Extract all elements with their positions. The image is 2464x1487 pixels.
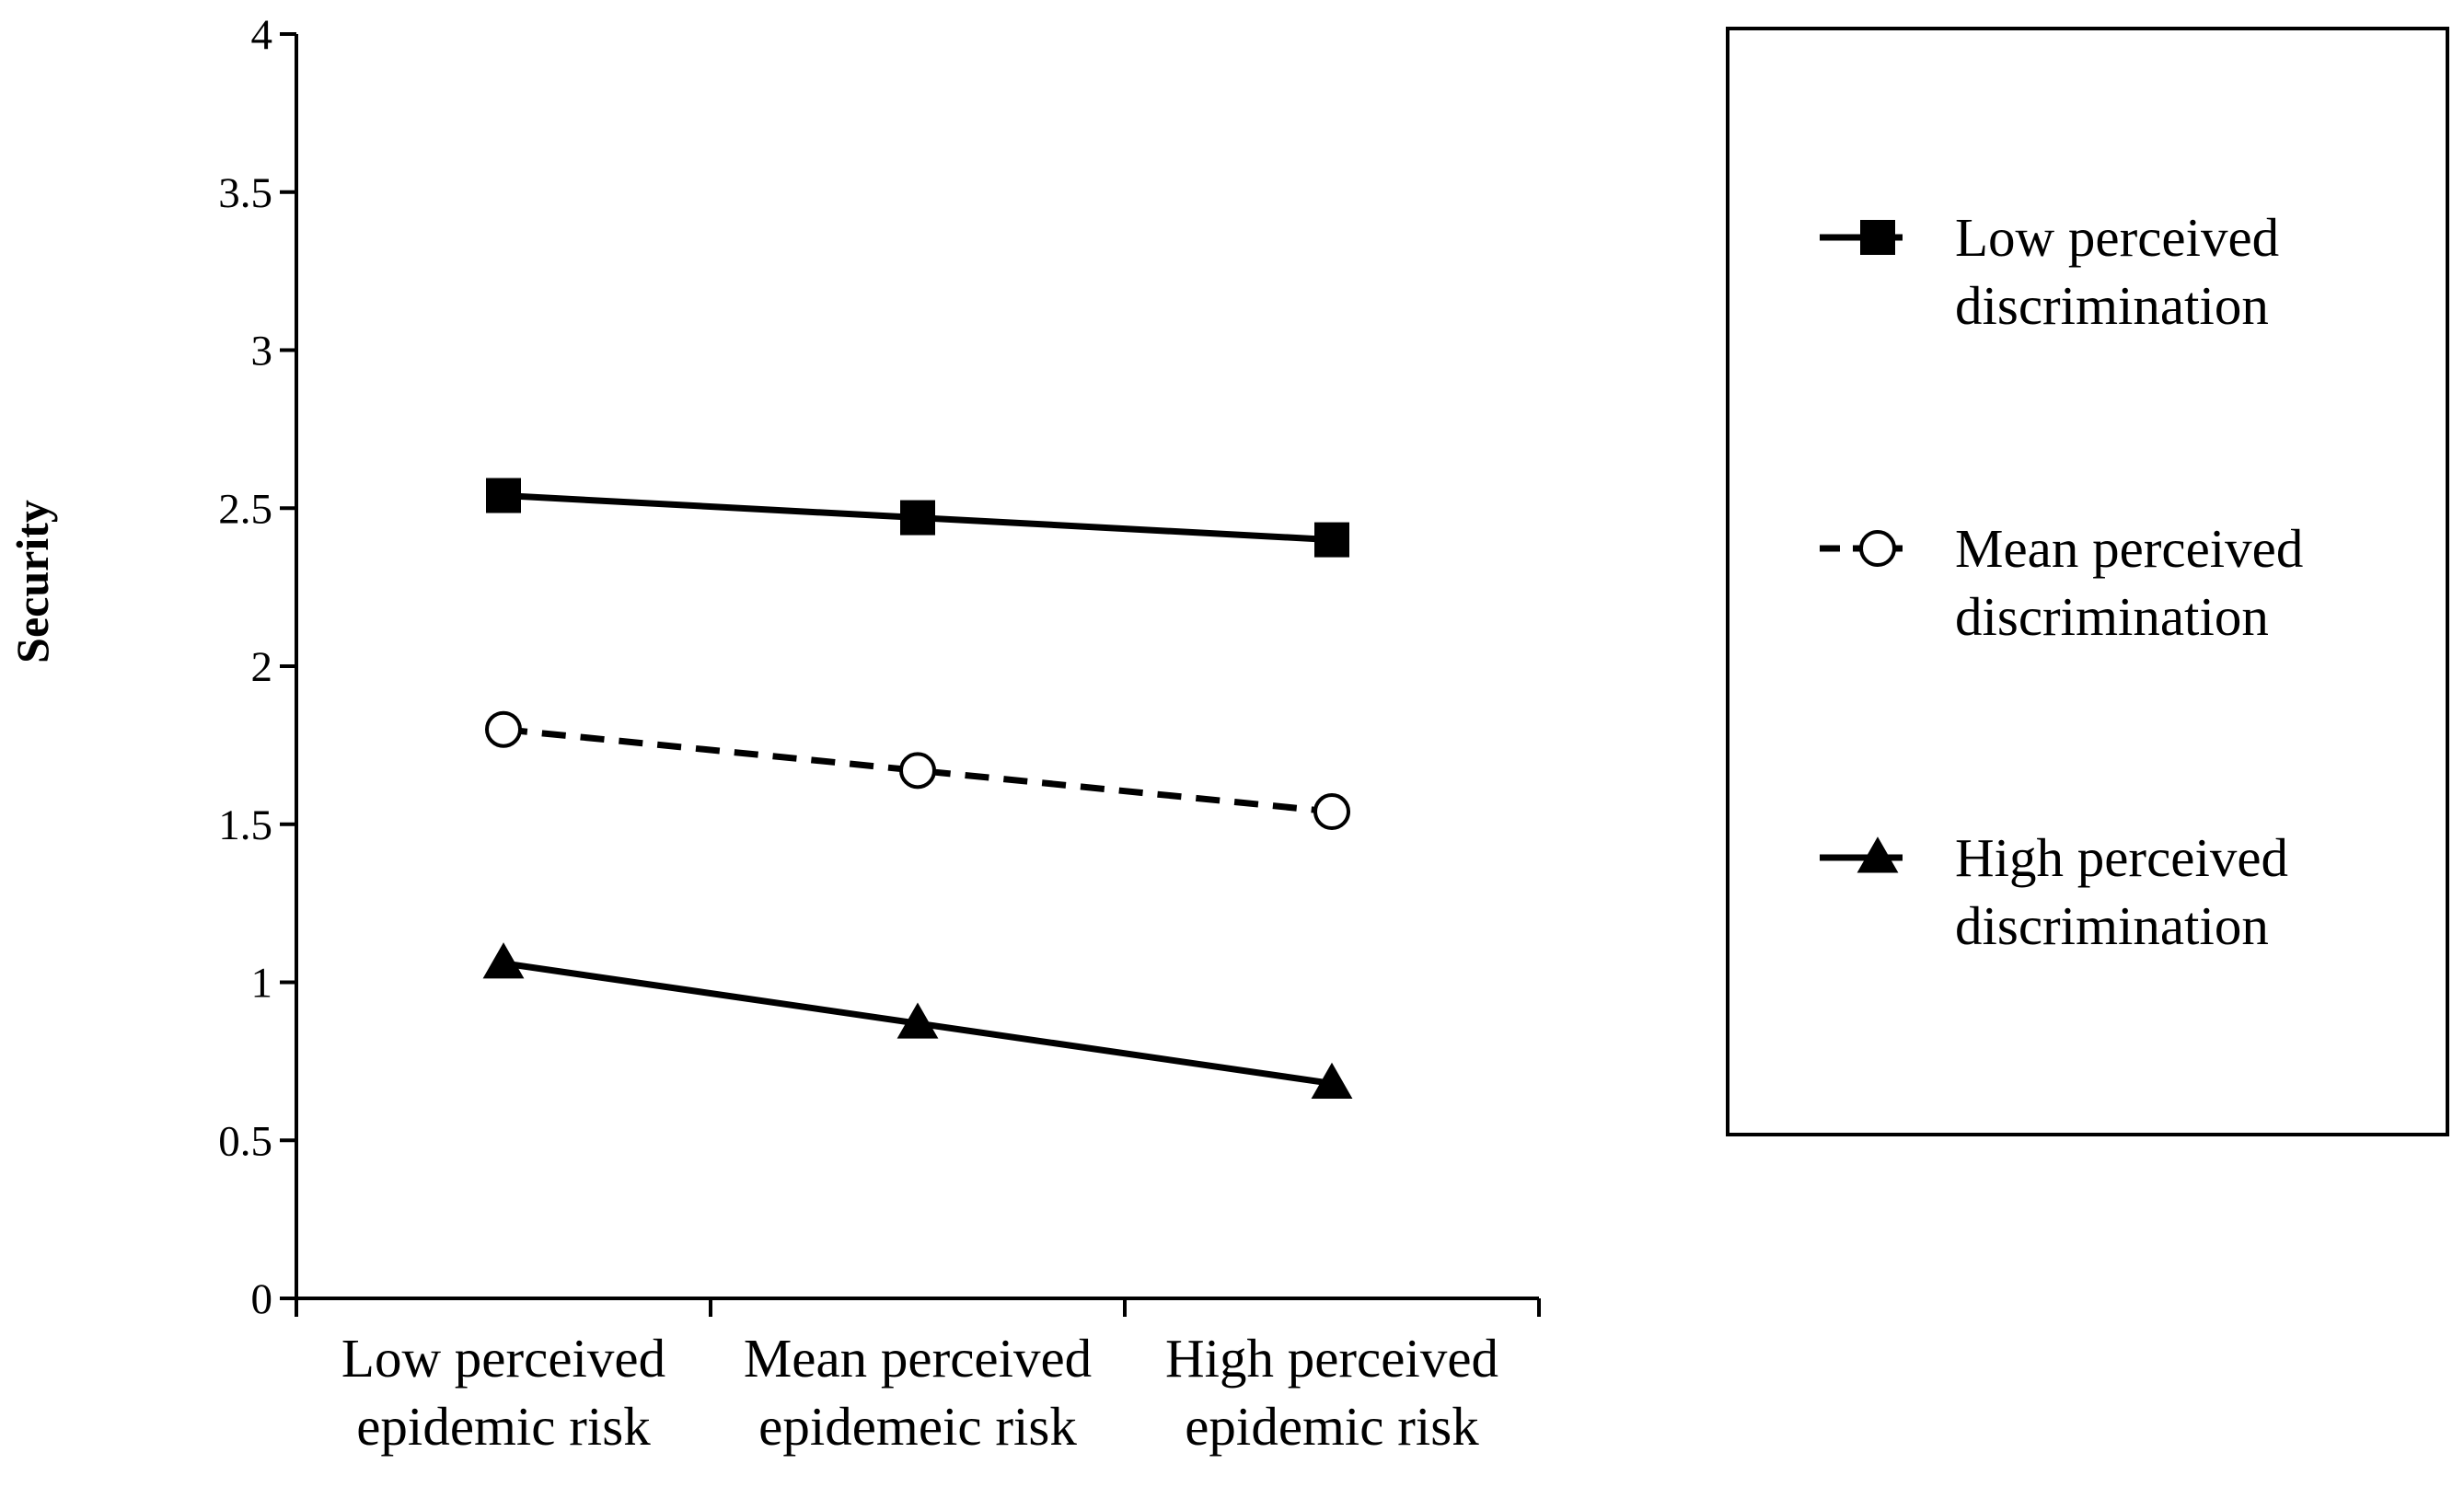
y-tick-label: 1.5 bbox=[218, 801, 272, 849]
y-tick-label: 0 bbox=[251, 1275, 273, 1323]
square-marker bbox=[486, 478, 521, 513]
legend-label: High perceived discrimination bbox=[1955, 827, 2288, 956]
x-axis: Low perceived epidemic risk Mean perceived… bbox=[295, 1297, 1541, 1457]
legend-label-line: High perceived bbox=[1955, 827, 2288, 888]
triangle-marker bbox=[897, 1002, 939, 1039]
y-tick-label: 2 bbox=[251, 643, 273, 691]
square-marker bbox=[900, 500, 935, 536]
circle-marker bbox=[899, 752, 936, 790]
legend-item: Mean perceived discrimination bbox=[1820, 518, 2303, 647]
series-layer bbox=[482, 478, 1353, 1099]
x-category-label-line: epidemic risk bbox=[356, 1396, 651, 1457]
x-category-label: Mean perceived epidemeic risk bbox=[744, 1328, 1092, 1457]
legend-label-line: Low perceived bbox=[1955, 207, 2279, 268]
square-marker bbox=[1314, 522, 1349, 558]
triangle-marker bbox=[1311, 1062, 1353, 1099]
circle-marker bbox=[485, 710, 522, 748]
legend-label: Low perceived discrimination bbox=[1955, 207, 2279, 336]
x-category-label: Low perceived epidemic risk bbox=[341, 1328, 665, 1457]
y-tick-label: 3 bbox=[251, 328, 273, 375]
series-circle bbox=[485, 710, 1350, 831]
legend-box bbox=[1726, 27, 2449, 1136]
series-triangle bbox=[482, 942, 1353, 1099]
y-tick-label: 3.5 bbox=[218, 169, 272, 217]
y-tick-label: 0.5 bbox=[218, 1117, 272, 1165]
y-axis-label: Security bbox=[6, 500, 58, 663]
triangle-marker bbox=[1857, 836, 1899, 873]
legend-item: High perceived discrimination bbox=[1820, 827, 2288, 956]
series-square bbox=[486, 478, 1349, 558]
x-category-label-line: Low perceived bbox=[341, 1328, 665, 1389]
x-category-label-line: High perceived bbox=[1165, 1328, 1498, 1389]
legend-label-line: Mean perceived bbox=[1955, 518, 2303, 579]
series-line bbox=[503, 726, 1333, 815]
circle-marker bbox=[1313, 793, 1350, 831]
legend-label-line: discrimination bbox=[1955, 275, 2269, 336]
legend-label-line: discrimination bbox=[1955, 895, 2269, 956]
legend-item: Low perceived discrimination bbox=[1820, 207, 2279, 336]
y-tick-label: 4 bbox=[251, 11, 273, 59]
y-axis: 0 0.5 1 1.5 2 2.5 3 3.5 4 bbox=[218, 11, 298, 1323]
y-tick-label: 1 bbox=[251, 960, 273, 1008]
circle-marker bbox=[1859, 530, 1896, 567]
x-category-label-line: Mean perceived bbox=[744, 1328, 1092, 1389]
x-category-label: High perceived epidemic risk bbox=[1165, 1328, 1498, 1457]
legend-label-line: discrimination bbox=[1955, 586, 2269, 647]
y-tick-label: 2.5 bbox=[218, 485, 272, 533]
x-category-label-line: epidemeic risk bbox=[758, 1396, 1077, 1457]
triangle-marker bbox=[482, 942, 525, 979]
x-category-label-line: epidemic risk bbox=[1185, 1396, 1479, 1457]
square-marker bbox=[1860, 220, 1895, 255]
legend-label: Mean perceived discrimination bbox=[1955, 518, 2303, 647]
